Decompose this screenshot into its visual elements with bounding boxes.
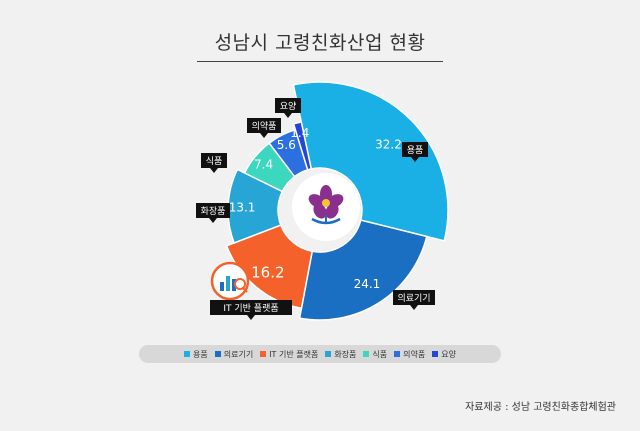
legend-item-3: 화장품 [325, 349, 356, 360]
value-label-0: 32.2 [375, 138, 402, 152]
legend-item-6: 요양 [432, 349, 456, 360]
category-tag-5: 의약품 [247, 118, 281, 138]
legend-label: 요양 [441, 349, 456, 359]
value-label-1: 24.1 [354, 277, 381, 291]
category-tag-2: IT 기반 플랫폼 [210, 300, 292, 320]
svg-text:의약품: 의약품 [252, 120, 277, 132]
svg-text:화장품: 화장품 [201, 206, 226, 217]
title-underline [197, 61, 443, 62]
legend-label: 화장품 [334, 349, 357, 359]
chart-title: 성남시 고령친화산업 현황 [214, 32, 426, 54]
legend-swatch [432, 351, 439, 357]
chart-magnifier-icon [210, 261, 250, 301]
value-label-5: 5.6 [277, 138, 296, 152]
legend-swatch [260, 351, 267, 357]
svg-text:식품: 식품 [206, 156, 223, 167]
legend-swatch [394, 351, 401, 357]
svg-text:IT 기반 플랫폼: IT 기반 플랫폼 [223, 303, 278, 314]
slice-6 [292, 121, 313, 171]
value-label-2: 16.2 [251, 264, 284, 282]
slice-1 [298, 219, 428, 321]
legend-label: 의료기기 [223, 349, 254, 359]
legend-label: IT 기반 플랫폼 [269, 349, 319, 359]
magnolia-logo-icon [292, 173, 360, 241]
legend-item-4: 식품 [363, 349, 387, 360]
category-tag-1: 의료기기 [393, 290, 435, 310]
category-tag-0: 용품 [402, 142, 428, 162]
legend-swatch [214, 351, 221, 357]
svg-text:용품: 용품 [407, 145, 424, 156]
value-label-4: 7.4 [254, 158, 273, 172]
svg-text:요양: 요양 [280, 101, 297, 112]
category-tag-3: 화장품 [196, 203, 230, 223]
legend-label: 의약품 [403, 349, 426, 359]
legend-label: 식품 [372, 349, 388, 359]
legend-item-2: IT 기반 플랫폼 [260, 349, 318, 360]
svg-text:의료기기: 의료기기 [397, 293, 430, 304]
slice-3 [227, 168, 284, 244]
value-label-6: 1.4 [290, 126, 309, 140]
legend-swatch [325, 351, 332, 357]
legend-swatch [184, 351, 190, 357]
value-labels-group: 32.2 24.1 16.2 13.1 7.4 5.61.4 [229, 126, 402, 291]
source-note: 자료제공 : 성남 고령친화종합체험관 [465, 402, 616, 413]
category-tag-4: 식품 [201, 153, 227, 173]
slice-2 [225, 224, 314, 310]
legend-item-1: 의료기기 [214, 349, 254, 360]
legend-item-5: 의약품 [394, 349, 425, 360]
slice-0 [292, 81, 449, 242]
category-tag-6: 요양 [275, 98, 301, 118]
legend-item-0: 용품 [184, 349, 208, 360]
legend: 용품 의료기기 IT 기반 플랫폼 화장품 식품 의약품 요양 [139, 345, 501, 363]
legend-label: 용품 [193, 349, 208, 359]
value-label-3: 13.1 [229, 200, 256, 214]
legend-swatch [363, 351, 370, 357]
slices-group [225, 81, 449, 321]
